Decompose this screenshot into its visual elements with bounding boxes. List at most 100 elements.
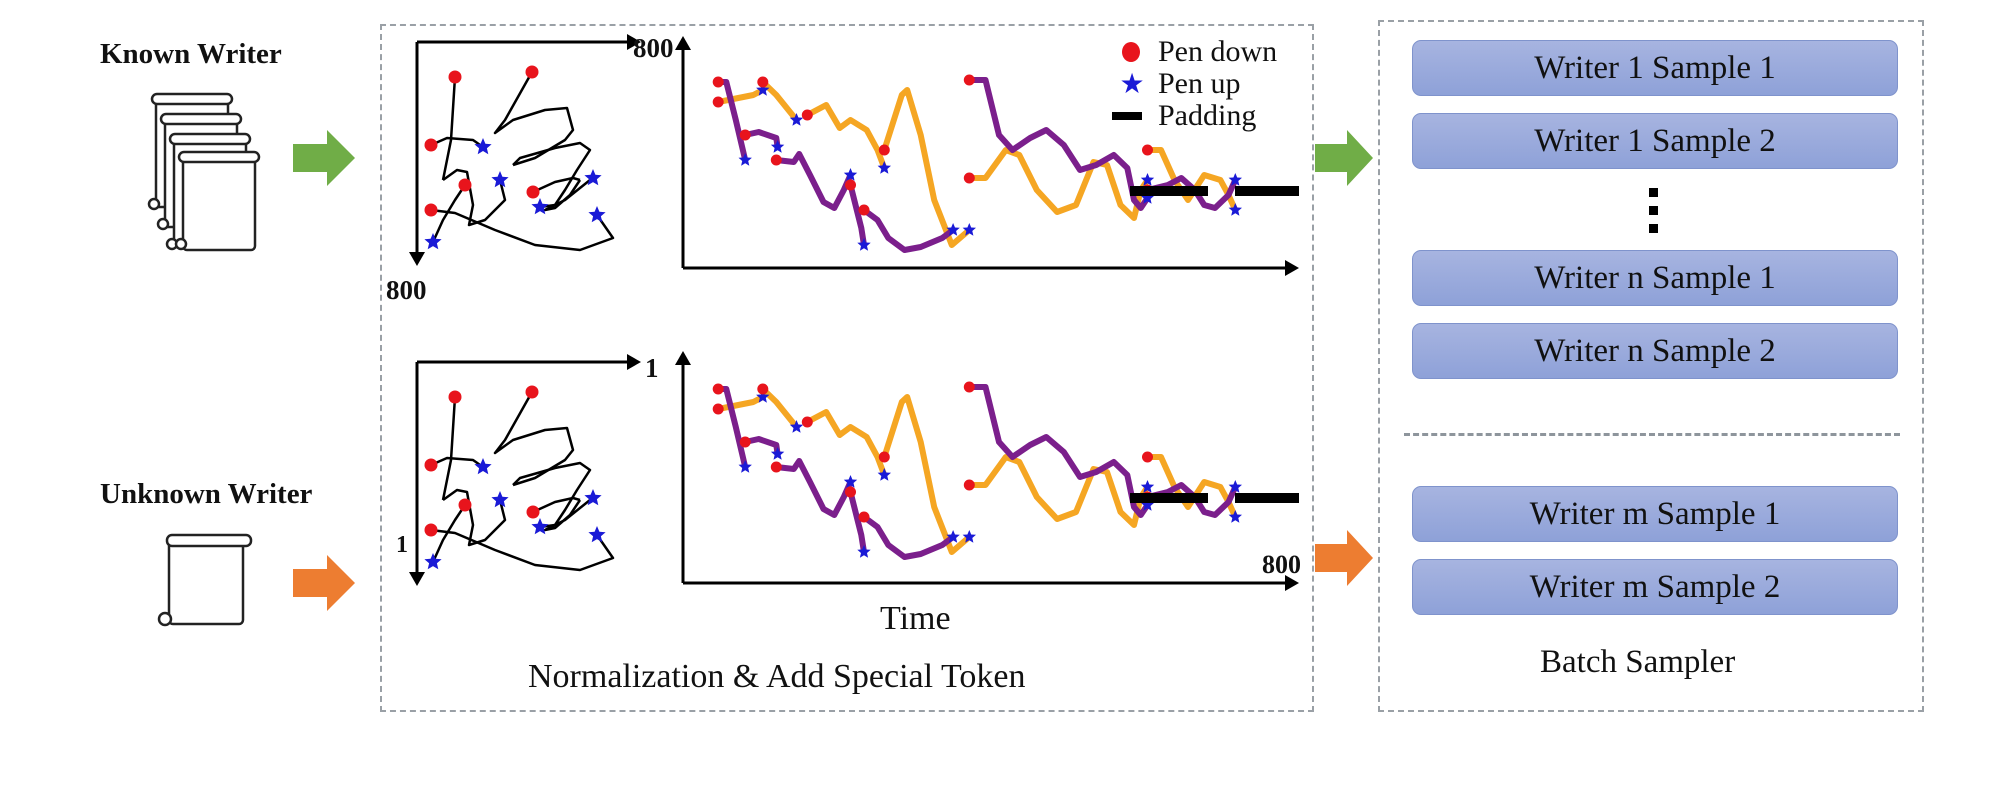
unknown-to-sampler-arrow-icon xyxy=(1315,530,1373,586)
pen-up-marker xyxy=(1228,480,1242,493)
y-coordinate-series xyxy=(1144,482,1239,518)
stroke-path xyxy=(430,208,615,252)
pen-up-marker xyxy=(584,489,602,506)
pen-down-marker xyxy=(458,178,472,192)
batch-sampler-panel xyxy=(1378,20,1924,712)
pen-down-marker xyxy=(526,505,540,519)
pen-up-marker xyxy=(531,518,549,535)
pen-down-marker xyxy=(757,76,769,88)
pen-down-marker xyxy=(963,172,975,184)
pen-down-marker xyxy=(448,390,462,404)
pen-down-marker xyxy=(525,385,539,399)
y-coordinate-series xyxy=(715,79,749,163)
x-coordinate-series xyxy=(804,102,888,171)
sample-bar-writer-1-sample-1: Writer 1 Sample 1 xyxy=(1412,40,1898,96)
sample-label: Writer m Sample 1 xyxy=(1529,495,1781,532)
traj-top-y-max: 800 xyxy=(386,275,427,305)
x-coordinate-series xyxy=(759,386,800,430)
axis-arrowhead xyxy=(675,36,691,50)
y-coordinate-series xyxy=(773,458,854,518)
known-writer-label: Known Writer xyxy=(100,38,282,70)
stroke-path xyxy=(431,184,467,243)
sample-label: Writer 1 Sample 2 xyxy=(1534,122,1776,159)
pen-up-marker xyxy=(738,153,752,166)
scroll-icon xyxy=(157,533,253,627)
pen-up-marker xyxy=(424,553,442,570)
y-coordinate-series xyxy=(1144,175,1239,211)
pen-down-marker xyxy=(525,65,539,79)
y-coordinate-series xyxy=(847,182,867,248)
y-coordinate-series xyxy=(773,151,854,211)
pen-down-marker xyxy=(448,70,462,84)
pen-up-marker xyxy=(1140,498,1155,511)
pen-up-marker xyxy=(789,113,804,126)
y-coordinate-series xyxy=(861,514,957,560)
pen-up-marker xyxy=(946,530,960,543)
trajectory-plot-normalized xyxy=(409,354,641,586)
blue-star-icon: ★ xyxy=(1119,69,1145,100)
pen-down-marker xyxy=(424,523,438,537)
x-coordinate-series xyxy=(715,394,766,412)
pen-down-marker xyxy=(878,451,890,463)
legend-label: Pen up xyxy=(1158,67,1241,100)
stroke-path xyxy=(430,528,615,572)
pen-down-marker xyxy=(858,511,870,523)
padding-token xyxy=(1130,493,1208,503)
legend-item-pen-down: Pen down xyxy=(1110,35,1278,68)
group-divider xyxy=(1404,433,1900,436)
pen-down-marker xyxy=(770,154,782,166)
pen-up-marker xyxy=(756,390,770,403)
pen-down-marker xyxy=(424,138,438,152)
x-coordinate-series xyxy=(966,454,1151,528)
pen-down-marker xyxy=(1142,451,1153,463)
x-coordinate-series xyxy=(759,79,800,123)
stroke-path xyxy=(441,76,457,181)
traj-top-x-max: 800 xyxy=(633,33,674,63)
pen-up-marker xyxy=(584,169,602,186)
axis-arrowhead xyxy=(409,252,425,266)
legend-label: Pen down xyxy=(1158,35,1278,68)
sample-bar-writer-m-sample-2: Writer m Sample 2 xyxy=(1412,559,1898,615)
y-coordinate-series xyxy=(847,489,867,555)
pen-up-marker xyxy=(424,233,442,250)
pen-up-marker xyxy=(843,475,858,488)
sample-label: Writer 1 Sample 1 xyxy=(1534,49,1776,86)
legend-item-padding: Padding xyxy=(1110,99,1277,132)
legend-label: Padding xyxy=(1158,99,1257,132)
pen-down-marker xyxy=(712,403,724,415)
pen-down-marker xyxy=(845,179,856,191)
pen-down-marker xyxy=(712,383,724,395)
axis-arrowhead xyxy=(675,351,691,365)
legend-item-pen-up: ★ Pen up xyxy=(1110,67,1277,100)
sample-label: Writer n Sample 2 xyxy=(1534,332,1776,369)
pen-up-marker xyxy=(1228,203,1242,216)
pen-up-marker xyxy=(1140,191,1155,204)
stroke-path xyxy=(532,496,581,514)
normalization-panel xyxy=(380,24,1314,712)
pen-up-marker xyxy=(843,168,858,181)
pen-up-marker xyxy=(1228,510,1242,523)
pen-up-marker xyxy=(738,460,752,473)
pen-down-marker xyxy=(739,436,751,448)
pen-up-marker xyxy=(491,171,509,188)
stroke-path xyxy=(442,168,507,227)
pen-down-marker xyxy=(801,416,813,428)
arrow-shape xyxy=(1315,530,1373,586)
pen-up-marker xyxy=(857,545,871,558)
axis-arrowhead xyxy=(1285,575,1299,591)
padding-token xyxy=(1235,493,1299,503)
pen-up-marker xyxy=(588,526,606,543)
padding-token xyxy=(1235,186,1299,196)
stroke-path xyxy=(493,71,575,167)
pen-down-marker xyxy=(757,383,769,395)
pen-up-marker xyxy=(491,491,509,508)
pen-up-marker xyxy=(946,223,960,236)
pen-down-marker xyxy=(712,76,724,88)
axis-arrowhead xyxy=(409,572,425,586)
time-series-plot-raw xyxy=(675,36,1299,276)
pen-down-marker xyxy=(712,96,724,108)
stroke-path xyxy=(532,176,581,194)
known-to-sampler-arrow-icon xyxy=(1315,130,1373,186)
pen-down-marker xyxy=(963,479,975,491)
pen-down-marker xyxy=(878,144,890,156)
